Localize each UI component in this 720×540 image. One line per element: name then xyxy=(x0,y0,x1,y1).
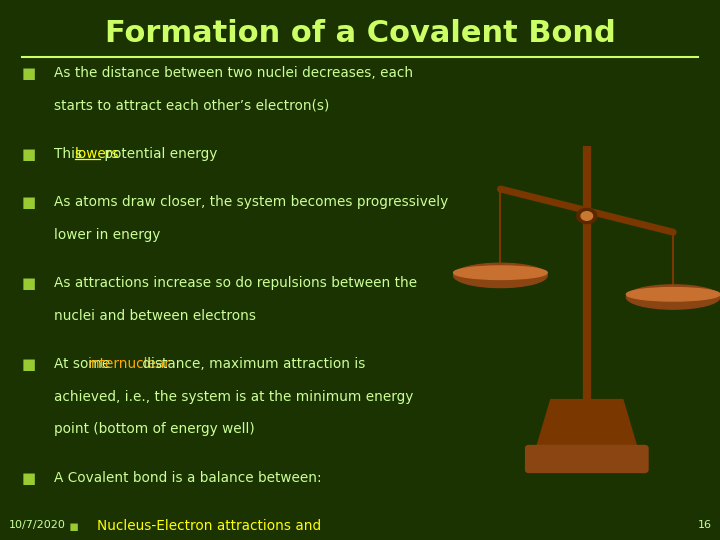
Ellipse shape xyxy=(454,266,547,280)
Text: distance, maximum attraction is: distance, maximum attraction is xyxy=(138,357,365,372)
Text: lowers: lowers xyxy=(75,147,120,161)
Text: ■: ■ xyxy=(22,195,36,211)
Text: As atoms draw closer, the system becomes progressively: As atoms draw closer, the system becomes… xyxy=(54,195,449,210)
Text: achieved, i.e., the system is at the minimum energy: achieved, i.e., the system is at the min… xyxy=(54,390,413,404)
Polygon shape xyxy=(536,400,637,448)
Text: ▪: ▪ xyxy=(68,519,78,535)
Text: ■: ■ xyxy=(22,357,36,373)
Text: 10/7/2020: 10/7/2020 xyxy=(9,520,66,530)
Text: A Covalent bond is a balance between:: A Covalent bond is a balance between: xyxy=(54,471,322,485)
Circle shape xyxy=(577,208,597,224)
Ellipse shape xyxy=(454,263,547,287)
Text: lower in energy: lower in energy xyxy=(54,228,161,242)
Text: Formation of a Covalent Bond: Formation of a Covalent Bond xyxy=(104,19,616,48)
Text: nuclei and between electrons: nuclei and between electrons xyxy=(54,309,256,323)
Text: 16: 16 xyxy=(698,520,711,530)
Text: point (bottom of energy well): point (bottom of energy well) xyxy=(54,422,255,436)
Text: This: This xyxy=(54,147,86,161)
Text: As the distance between two nuclei decreases, each: As the distance between two nuclei decre… xyxy=(54,66,413,80)
Text: starts to attract each other’s electron(s): starts to attract each other’s electron(… xyxy=(54,98,329,112)
Circle shape xyxy=(581,212,593,220)
Text: potential energy: potential energy xyxy=(100,147,217,161)
Text: ■: ■ xyxy=(22,471,36,486)
Text: Nucleus-Electron attractions and: Nucleus-Electron attractions and xyxy=(97,519,321,534)
Text: As attractions increase so do repulsions between the: As attractions increase so do repulsions… xyxy=(54,276,417,291)
Text: internuclear: internuclear xyxy=(87,357,171,372)
Text: ■: ■ xyxy=(22,147,36,162)
FancyBboxPatch shape xyxy=(526,446,648,472)
Text: At some: At some xyxy=(54,357,114,372)
Ellipse shape xyxy=(626,285,720,309)
Text: ■: ■ xyxy=(22,66,36,81)
Ellipse shape xyxy=(626,287,720,301)
Text: ■: ■ xyxy=(22,276,36,292)
